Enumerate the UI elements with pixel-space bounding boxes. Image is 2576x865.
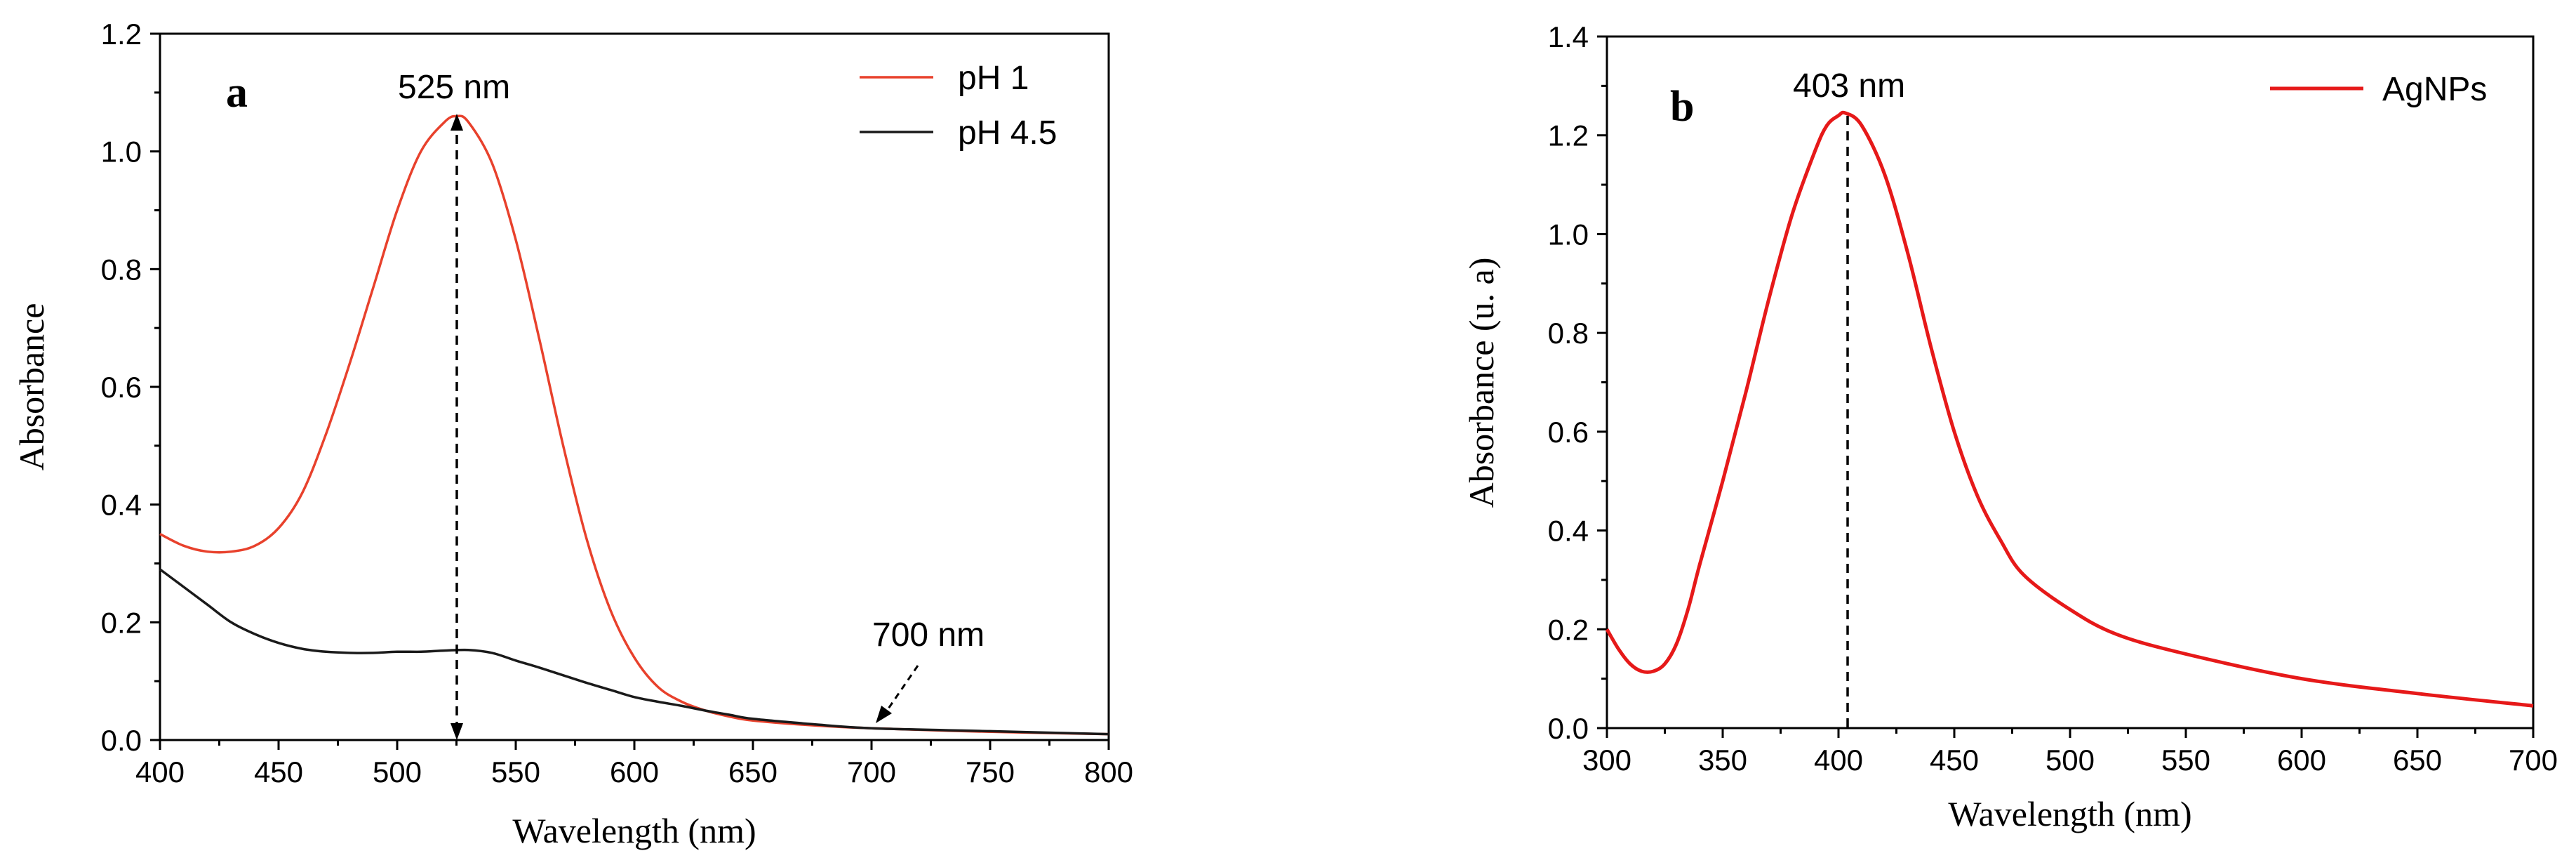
panel-a-chart: 0.0 0.2 0.4 0.6 0.8 1.0 1.2 400 450 500 550 600 650… (12, 18, 1133, 850)
panel-a-x-axis: 400 450 500 550 600 650 700 750 800 (135, 740, 1133, 788)
x-tick-label: 550 (2161, 744, 2210, 777)
y-tick-label: 0.6 (101, 371, 142, 404)
panel-b-x-axis-title: Wavelength (nm) (1948, 794, 2191, 833)
x-tick-label: 700 (847, 755, 896, 788)
series-line-ph-4-5 (159, 568, 1109, 736)
x-tick-label: 500 (373, 755, 422, 788)
x-tick-label: 650 (2393, 744, 2442, 777)
x-tick-label: 450 (254, 755, 303, 788)
x-tick-label: 750 (966, 755, 1015, 788)
panel-a-x-axis-title: Wavelength (nm) (512, 811, 756, 850)
y-tick-label: 1.0 (1548, 218, 1589, 251)
x-tick-label: 300 (1582, 744, 1631, 777)
panel-b-series (1605, 110, 2534, 708)
panel-a-legend-label-ph1: pH 1 (958, 60, 1029, 97)
panel-b-plot-frame (1606, 35, 2535, 729)
panel-a-letter: a (226, 69, 248, 117)
panel-b-legend-label-agnps: AgNPs (2382, 71, 2487, 108)
y-tick-label: 1.4 (1548, 20, 1589, 53)
x-tick-label: 400 (1814, 744, 1863, 777)
panel-b-peak-label: 403 nm (1793, 67, 1905, 105)
y-tick-label: 1.2 (1548, 119, 1589, 152)
panel-a-series (159, 114, 1109, 736)
panel-b-y-axis: 0.0 0.2 0.4 0.6 0.8 1.0 1.2 1.4 (1548, 20, 1607, 745)
panel-b-legend: AgNPs (2270, 71, 2487, 108)
panel-a-peak-arrowhead-bottom (451, 723, 463, 740)
panel-a-700nm-dashed-arrow (884, 665, 919, 713)
x-tick-label: 800 (1084, 755, 1133, 788)
panel-b-letter: b (1670, 83, 1694, 131)
series-line-ph-1 (159, 114, 1109, 736)
panel-b-x-axis: 300 350 400 450 500 550 600 650 700 (1582, 728, 2558, 777)
x-tick-label: 600 (610, 755, 659, 788)
x-tick-label: 400 (135, 755, 185, 788)
x-tick-label: 550 (491, 755, 540, 788)
panel-a-peak-label: 525 nm (398, 69, 510, 106)
y-tick-label: 0.4 (1548, 515, 1589, 548)
y-tick-label: 0.8 (101, 253, 142, 286)
x-tick-label: 450 (1930, 744, 1979, 777)
y-tick-label: 0.8 (1548, 317, 1589, 350)
panel-a-700nm-arrowhead (876, 706, 892, 723)
x-tick-label: 600 (2277, 744, 2326, 777)
panel-b-y-axis-title: Absorbance (u. a) (1462, 258, 1501, 508)
panel-a-y-axis-title: Absorbance (12, 303, 51, 471)
y-tick-label: 0.2 (1548, 613, 1589, 646)
y-tick-label: 0.2 (101, 606, 142, 639)
y-tick-label: 0.6 (1548, 416, 1589, 449)
series-line-agnps (1605, 110, 2534, 708)
y-tick-label: 1.0 (101, 136, 142, 169)
x-tick-label: 650 (728, 755, 778, 788)
x-tick-label: 500 (2046, 744, 2095, 777)
y-tick-label: 1.2 (101, 18, 142, 51)
panel-a-700nm-label: 700 nm (872, 616, 985, 654)
panel-a-legend-label-ph45: pH 4.5 (958, 114, 1057, 152)
x-tick-label: 350 (1698, 744, 1747, 777)
y-tick-label: 0.0 (1548, 712, 1589, 745)
panel-a-legend: pH 1 pH 4.5 (860, 60, 1057, 152)
panel-b-chart: 0.0 0.2 0.4 0.6 0.8 1.0 1.2 1.4 300 350 400 450 500… (1462, 20, 2558, 833)
x-tick-label: 700 (2509, 744, 2558, 777)
panel-a-y-axis: 0.0 0.2 0.4 0.6 0.8 1.0 1.2 (101, 18, 160, 757)
y-tick-label: 0.4 (101, 489, 142, 522)
y-tick-label: 0.0 (101, 724, 142, 757)
panel-a-peak-arrowhead-top (451, 114, 463, 131)
